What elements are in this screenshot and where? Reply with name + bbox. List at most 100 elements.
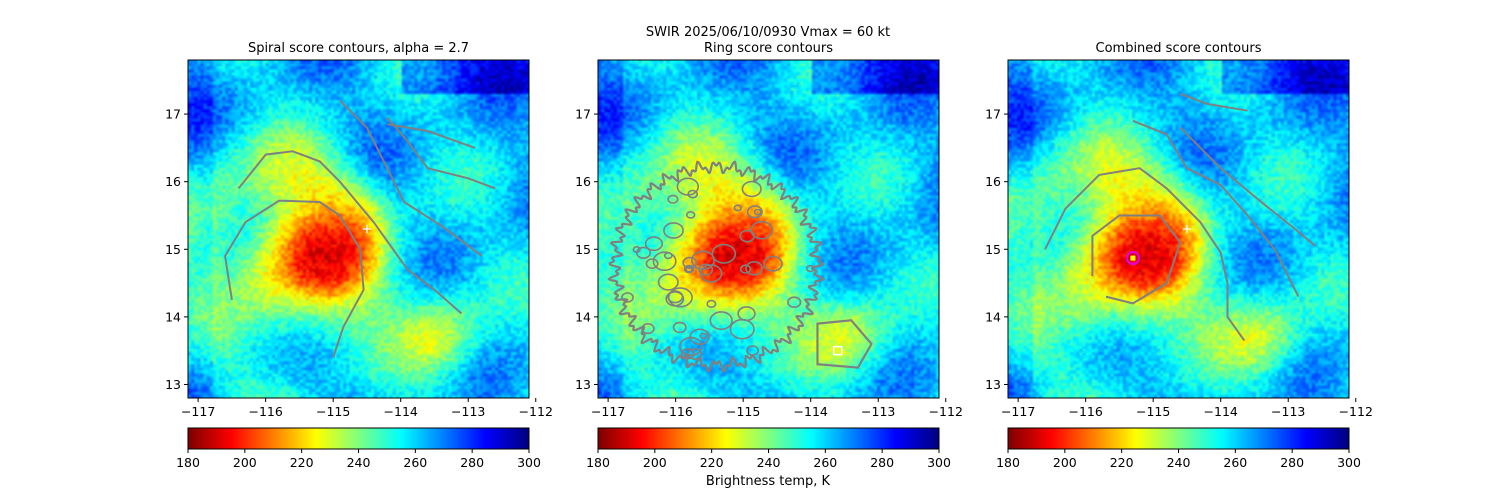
x-tick-label: −115 [316,404,350,419]
x-tick-label: −113 [1271,404,1305,419]
y-tick-label: 13 [575,377,591,392]
spiral-contour [386,116,496,190]
colorbar-tick-label: 240 [757,455,781,470]
ring-contour [641,323,655,335]
y-tick-label: 15 [985,242,1001,257]
ring-contour [689,328,710,346]
colorbar-tick-label: 240 [1167,455,1191,470]
ring-contour [753,208,762,216]
ring-center-square-marker [832,345,843,356]
ring-contour [711,243,737,264]
ring-contour [621,292,634,303]
ring-contour [787,296,802,309]
colorbar [1008,428,1349,449]
ring-contour [745,260,764,276]
combined-contour [1044,167,1246,342]
colorbar-tick-label: 300 [927,455,951,470]
y-tick-label: 13 [985,377,1001,392]
ring-contour [698,263,714,276]
x-tick-label: −117 [181,404,215,419]
ring-contour [672,321,687,334]
colorbar [188,428,529,449]
ring-contour [699,264,723,283]
ring-contour [607,160,825,373]
colorbar-tick-label: 280 [460,455,484,470]
ring-contour [682,256,698,269]
spiral-contour [387,123,476,149]
colorbar-tick-label: 280 [870,455,894,470]
y-tick-label: 17 [575,107,591,122]
ring-contour [632,246,641,254]
x-tick-label: −112 [929,404,963,419]
ring-contour [750,220,774,240]
combined-center-circle-marker [1125,250,1141,266]
ring-contour [665,291,685,307]
ring-contour [687,189,699,199]
ring-contour [737,306,756,322]
colorbar-tick-label: 180 [586,455,610,470]
colorbar-tick-label: 200 [643,455,667,470]
center-plus-marker [1182,225,1191,233]
x-tick-label: −114 [384,404,418,419]
center-plus-marker [362,225,371,233]
x-tick-label: −112 [519,404,553,419]
figure-suptitle: SWIR 2025/06/10/0930 Vmax = 60 kt [646,25,890,40]
ring-contour [644,236,664,252]
ring-contour [706,299,717,309]
colorbar-tick-label: 300 [1337,455,1361,470]
x-tick-label: −117 [1001,404,1035,419]
x-tick-label: −115 [1136,404,1170,419]
colorbar-tick-label: 220 [1110,455,1134,470]
x-tick-label: −117 [591,404,625,419]
x-tick-label: −114 [794,404,828,419]
x-tick-label: −112 [1339,404,1373,419]
ring-contour [746,205,763,219]
colorbar-label: Brightness temp, K [706,474,831,489]
x-tick-label: −116 [248,404,282,419]
ring-contour [739,229,756,243]
chart-panel-2: Ring score contours −117 −116 −115 −114 −113 −… [575,41,963,470]
colorbar-tick-label: 180 [176,455,200,470]
colorbar-tick-label: 260 [813,455,837,470]
ring-contour [657,273,679,291]
ring-contour [663,252,673,260]
y-tick-label: 14 [165,309,181,324]
ring-contour [739,264,752,274]
ring-contour [709,311,733,331]
panel-title: Combined score contours [1096,41,1262,56]
ring-contour [687,347,703,360]
panel-title: Ring score contours [704,41,833,56]
x-tick-label: −113 [861,404,895,419]
colorbar-tick-label: 240 [347,455,371,470]
y-tick-label: 16 [575,174,591,189]
chart-panel-1: Spiral score contours, alpha = 2.7 −117 −1… [165,41,553,470]
brightness-temp-image [1008,60,1349,398]
axes-frame [1007,59,1350,399]
colorbar-tick-label: 180 [996,455,1020,470]
ring-contour [699,332,708,340]
ring-contour [741,180,762,198]
ring-contour [685,210,696,219]
ring-contour [652,251,677,272]
chart-panel-3: Combined score contours −117 −116 −115 −114 −… [985,41,1373,470]
colorbar-tick-label: 220 [290,455,314,470]
y-tick-label: 14 [575,309,591,324]
x-tick-label: −116 [658,404,692,419]
colorbar-tick-label: 260 [403,455,427,470]
spiral-contour [224,199,365,358]
y-tick-label: 13 [165,377,181,392]
combined-contour [1132,119,1300,298]
colorbar-tick-label: 280 [1280,455,1304,470]
combined-center-dot [1130,255,1136,261]
axes-frame [187,59,530,399]
brightness-temp-image [188,60,529,398]
ring-contour [663,222,684,239]
spiral-contour [339,99,483,257]
y-tick-label: 15 [575,242,591,257]
y-tick-label: 17 [985,107,1001,122]
x-tick-label: −116 [1068,404,1102,419]
ring-contour [746,345,760,356]
colorbar-tick-label: 200 [1053,455,1077,470]
x-tick-label: −113 [451,404,485,419]
